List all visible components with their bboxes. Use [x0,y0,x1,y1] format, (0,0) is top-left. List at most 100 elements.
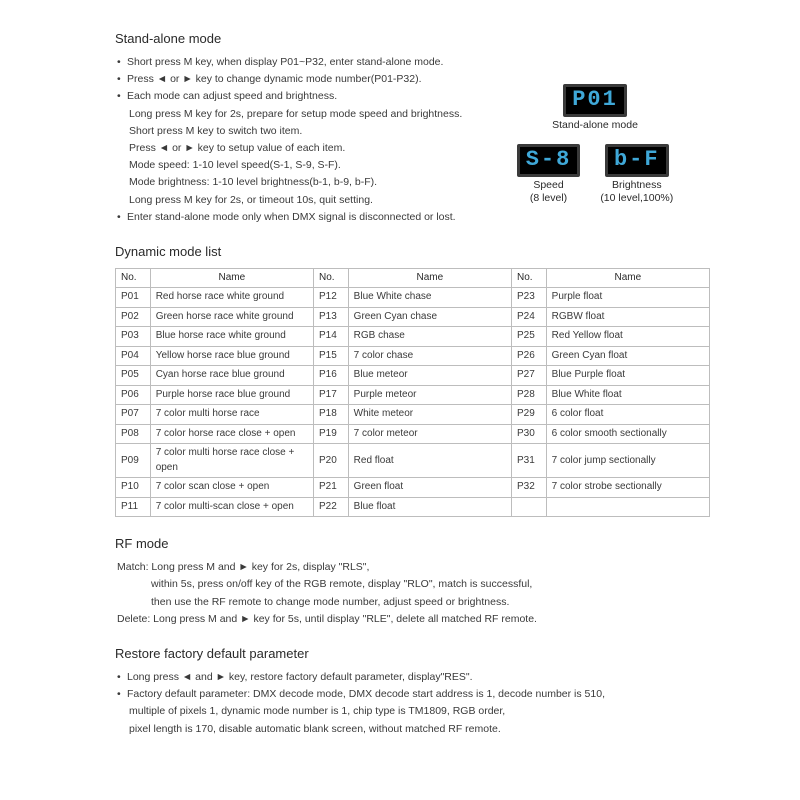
table-row: P087 color horse race close + openP197 c… [116,424,710,444]
cell-name: Green Cyan float [546,346,709,366]
lcd-standalone: P01 Stand-alone mode [490,84,700,132]
cell-no: P30 [511,424,546,444]
cell-name: Red float [348,444,511,478]
lcd-caption: Speed (8 level) [530,179,567,205]
cell-no: P09 [116,444,151,478]
lcd-caption: Stand-alone mode [552,119,638,132]
table-row: P06Purple horse race blue groundP17Purpl… [116,385,710,405]
cell-no: P12 [313,288,348,308]
cell-name: 7 color multi horse race close + open [150,444,313,478]
restore-section: Restore factory default parameter Long p… [115,645,710,737]
cell-no: P21 [313,478,348,498]
table-row: P05Cyan horse race blue groundP16Blue me… [116,366,710,386]
lcd-speed: S-8 Speed (8 level) [517,144,581,205]
table-header: No. [511,268,546,288]
table-header: No. [313,268,348,288]
table-header: Name [150,268,313,288]
cell-no: P15 [313,346,348,366]
subline: Short press M key to switch two item. [115,124,495,139]
subline: pixel length is 170, disable automatic b… [115,722,710,737]
table-row: P107 color scan close + openP21Green flo… [116,478,710,498]
restore-bullets: Long press ◄ and ► key, restore factory … [115,670,710,702]
rf-line: within 5s, press on/off key of the RGB r… [115,577,710,592]
rf-section: RF mode Match: Long press M and ► key fo… [115,535,710,627]
cell-name: 6 color smooth sectionally [546,424,709,444]
bullet: Factory default parameter: DMX decode mo… [117,687,710,702]
cell-name: Blue meteor [348,366,511,386]
table-row: P03Blue horse race white groundP14RGB ch… [116,327,710,347]
restore-title: Restore factory default parameter [115,645,710,664]
lcd-icon: S-8 [517,144,581,177]
rf-line: Delete: Long press M and ► key for 5s, u… [115,612,710,627]
cell-name: 7 color strobe sectionally [546,478,709,498]
cell-no: P07 [116,405,151,425]
cell-name: 7 color horse race close + open [150,424,313,444]
cell-name: Red Yellow float [546,327,709,347]
cell-no: P01 [116,288,151,308]
cell-no: P06 [116,385,151,405]
table-row: P04Yellow horse race blue groundP157 col… [116,346,710,366]
standalone-bullets: Short press M key, when display P01~P32,… [115,55,495,105]
cell-no: P03 [116,327,151,347]
subline: Long press M key for 2s, prepare for set… [115,107,495,122]
table-row: P02Green horse race white groundP13Green… [116,307,710,327]
modelist-section: Dynamic mode list No.NameNo.NameNo.NameP… [115,243,710,517]
cell-name: RGBW float [546,307,709,327]
lcd-pair: S-8 Speed (8 level) b-F Brightness (10 l… [490,144,700,205]
cell-name: Green horse race white ground [150,307,313,327]
cell-name: White meteor [348,405,511,425]
cap-line: (8 level) [530,192,567,204]
cell-name: 7 color scan close + open [150,478,313,498]
cell-no: P10 [116,478,151,498]
cell-no: P31 [511,444,546,478]
cap-line: (10 level,100%) [600,192,673,204]
cell-no: P27 [511,366,546,386]
cell-no: P08 [116,424,151,444]
rf-title: RF mode [115,535,710,554]
cell-name: Yellow horse race blue ground [150,346,313,366]
cell-name: Green float [348,478,511,498]
cell-no: P17 [313,385,348,405]
cell-name: Red horse race white ground [150,288,313,308]
cell-name: Cyan horse race blue ground [150,366,313,386]
subline: multiple of pixels 1, dynamic mode numbe… [115,704,710,719]
cell-no: P23 [511,288,546,308]
cell-no: P19 [313,424,348,444]
table-header: Name [348,268,511,288]
standalone-title: Stand-alone mode [115,30,710,49]
cell-no: P13 [313,307,348,327]
cell-no: P26 [511,346,546,366]
bullet: Short press M key, when display P01~P32,… [117,55,495,70]
table-row: P117 color multi-scan close + openP22Blu… [116,497,710,517]
cell-no: P32 [511,478,546,498]
cell-no [511,497,546,517]
modelist-title: Dynamic mode list [115,243,710,262]
cell-no: P18 [313,405,348,425]
cap-line: Brightness [612,179,662,191]
cell-name: Purple meteor [348,385,511,405]
bullet: Press ◄ or ► key to change dynamic mode … [117,72,495,87]
cell-no: P02 [116,307,151,327]
cell-name: Purple horse race blue ground [150,385,313,405]
cell-name: Blue White chase [348,288,511,308]
table-row: P01Red horse race white groundP12Blue Wh… [116,288,710,308]
cell-no: P28 [511,385,546,405]
cell-no: P22 [313,497,348,517]
subline: Mode speed: 1-10 level speed(S-1, S-9, S… [115,158,495,173]
cell-name: RGB chase [348,327,511,347]
cell-name: 6 color float [546,405,709,425]
subline: Long press M key for 2s, or timeout 10s,… [115,193,495,208]
table-row: P097 color multi horse race close + open… [116,444,710,478]
cell-no: P04 [116,346,151,366]
standalone-body: Short press M key, when display P01~P32,… [115,55,495,225]
rf-line: Match: Long press M and ► key for 2s, di… [115,560,710,575]
bullet: Long press ◄ and ► key, restore factory … [117,670,710,685]
lcd-icon: b-F [605,144,669,177]
rf-line: then use the RF remote to change mode nu… [115,595,710,610]
lcd-displays: P01 Stand-alone mode S-8 Speed (8 level)… [490,84,700,205]
lcd-icon: P01 [563,84,627,117]
cell-no: P20 [313,444,348,478]
subline: Mode brightness: 1-10 level brightness(b… [115,175,495,190]
cell-name: 7 color chase [348,346,511,366]
cell-no: P11 [116,497,151,517]
